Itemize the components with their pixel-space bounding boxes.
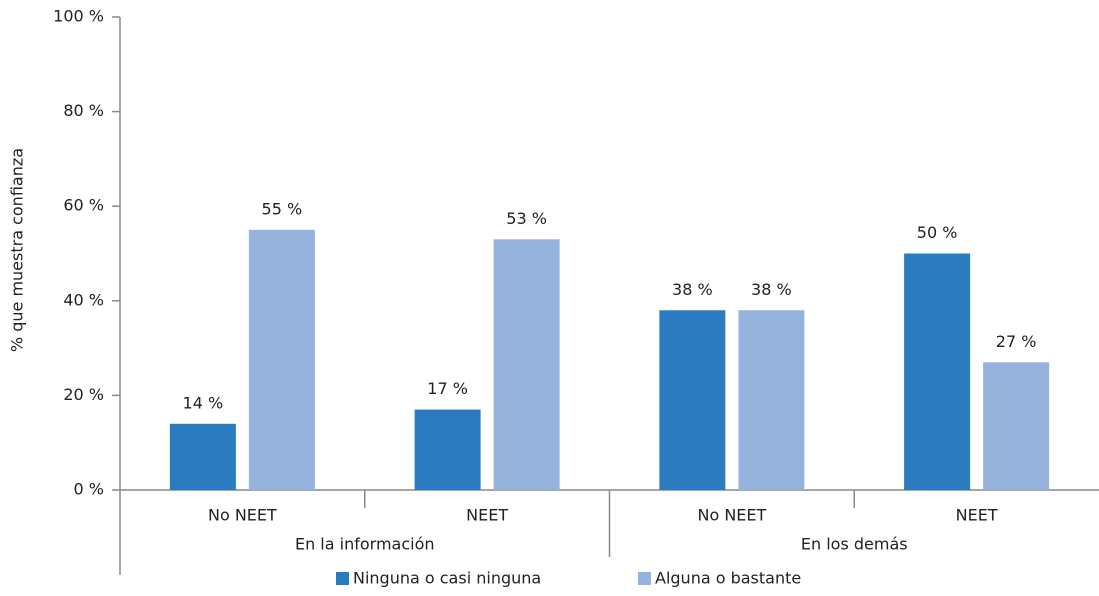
x-tick-label: No NEET [208,506,277,525]
bar [738,310,805,490]
bar [904,253,971,490]
bar [983,362,1050,490]
y-tick-label: 100 % [53,7,104,26]
x-tick-label: NEET [956,506,998,525]
y-axis-label: % que muestra confianza [8,148,27,352]
bar [493,239,560,490]
bar [169,423,236,490]
value-label: 53 % [506,209,547,228]
value-label: 27 % [996,332,1037,351]
bar [414,409,481,490]
value-label: 17 % [427,379,468,398]
group-label: En los demás [801,535,908,554]
y-tick-label: 40 % [63,290,104,309]
value-label: 38 % [751,280,792,299]
legend-label: Alguna o bastante [655,569,801,588]
y-tick-label: 20 % [63,385,104,404]
bar [248,229,315,490]
x-tick-label: NEET [466,506,508,525]
legend-label: Ninguna o casi ninguna [353,569,541,588]
value-label: 55 % [262,199,303,218]
legend-swatch [638,572,651,585]
legend-swatch [336,572,349,585]
value-label: 14 % [183,393,224,412]
x-tick-label: No NEET [697,506,766,525]
bar [659,310,726,490]
y-tick-label: 0 % [74,480,104,499]
group-label: En la información [295,535,435,554]
value-label: 38 % [672,280,713,299]
y-tick-label: 80 % [63,101,104,120]
value-label: 50 % [917,223,958,242]
y-tick-label: 60 % [63,196,104,215]
